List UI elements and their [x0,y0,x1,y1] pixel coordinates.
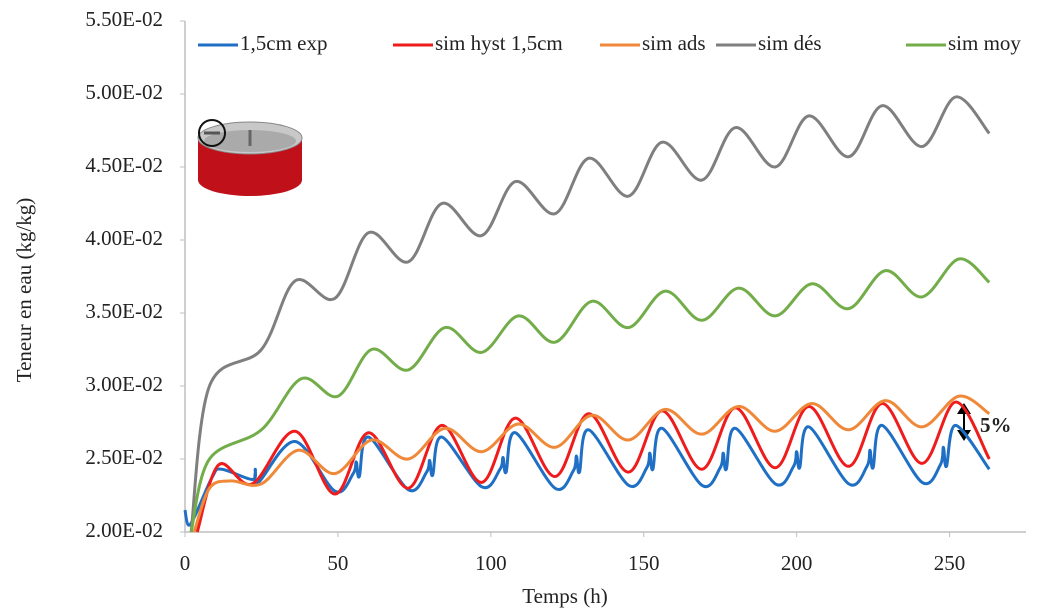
x-tick-label: 50 [327,551,348,575]
y-tick-label: 2.50E-02 [85,445,163,469]
legend-label: sim hyst 1,5cm [435,31,563,55]
cylinder-icon [197,119,303,196]
y-tick-label: 4.00E-02 [85,226,163,250]
series-line [183,423,991,527]
y-tick-label: 2.00E-02 [85,518,163,542]
y-tick-label: 3.00E-02 [85,372,163,396]
y-tick-label: 4.50E-02 [85,153,163,177]
x-tick-label: 0 [180,551,191,575]
legend-label: sim dés [758,31,822,55]
series-line [189,95,991,533]
legend-label: 1,5cm exp [240,31,327,55]
y-tick-label: 3.50E-02 [85,299,163,323]
x-tick-label: 100 [475,551,507,575]
x-tick-label: 150 [628,551,660,575]
x-tick-label: 200 [781,551,813,575]
y-tick-label: 5.00E-02 [85,80,163,104]
x-axis-title: Temps (h) [522,584,607,608]
y-axis-title: Teneur en eau (kg/kg) [12,198,36,383]
legend-label: sim ads [642,31,706,55]
legend-label: sim moy [948,31,1021,55]
series-line [189,257,991,533]
y-tick-label: 5.50E-02 [85,7,163,31]
x-tick-label: 250 [934,551,966,575]
annotation: 5% [980,413,1012,437]
series-line [192,394,991,533]
